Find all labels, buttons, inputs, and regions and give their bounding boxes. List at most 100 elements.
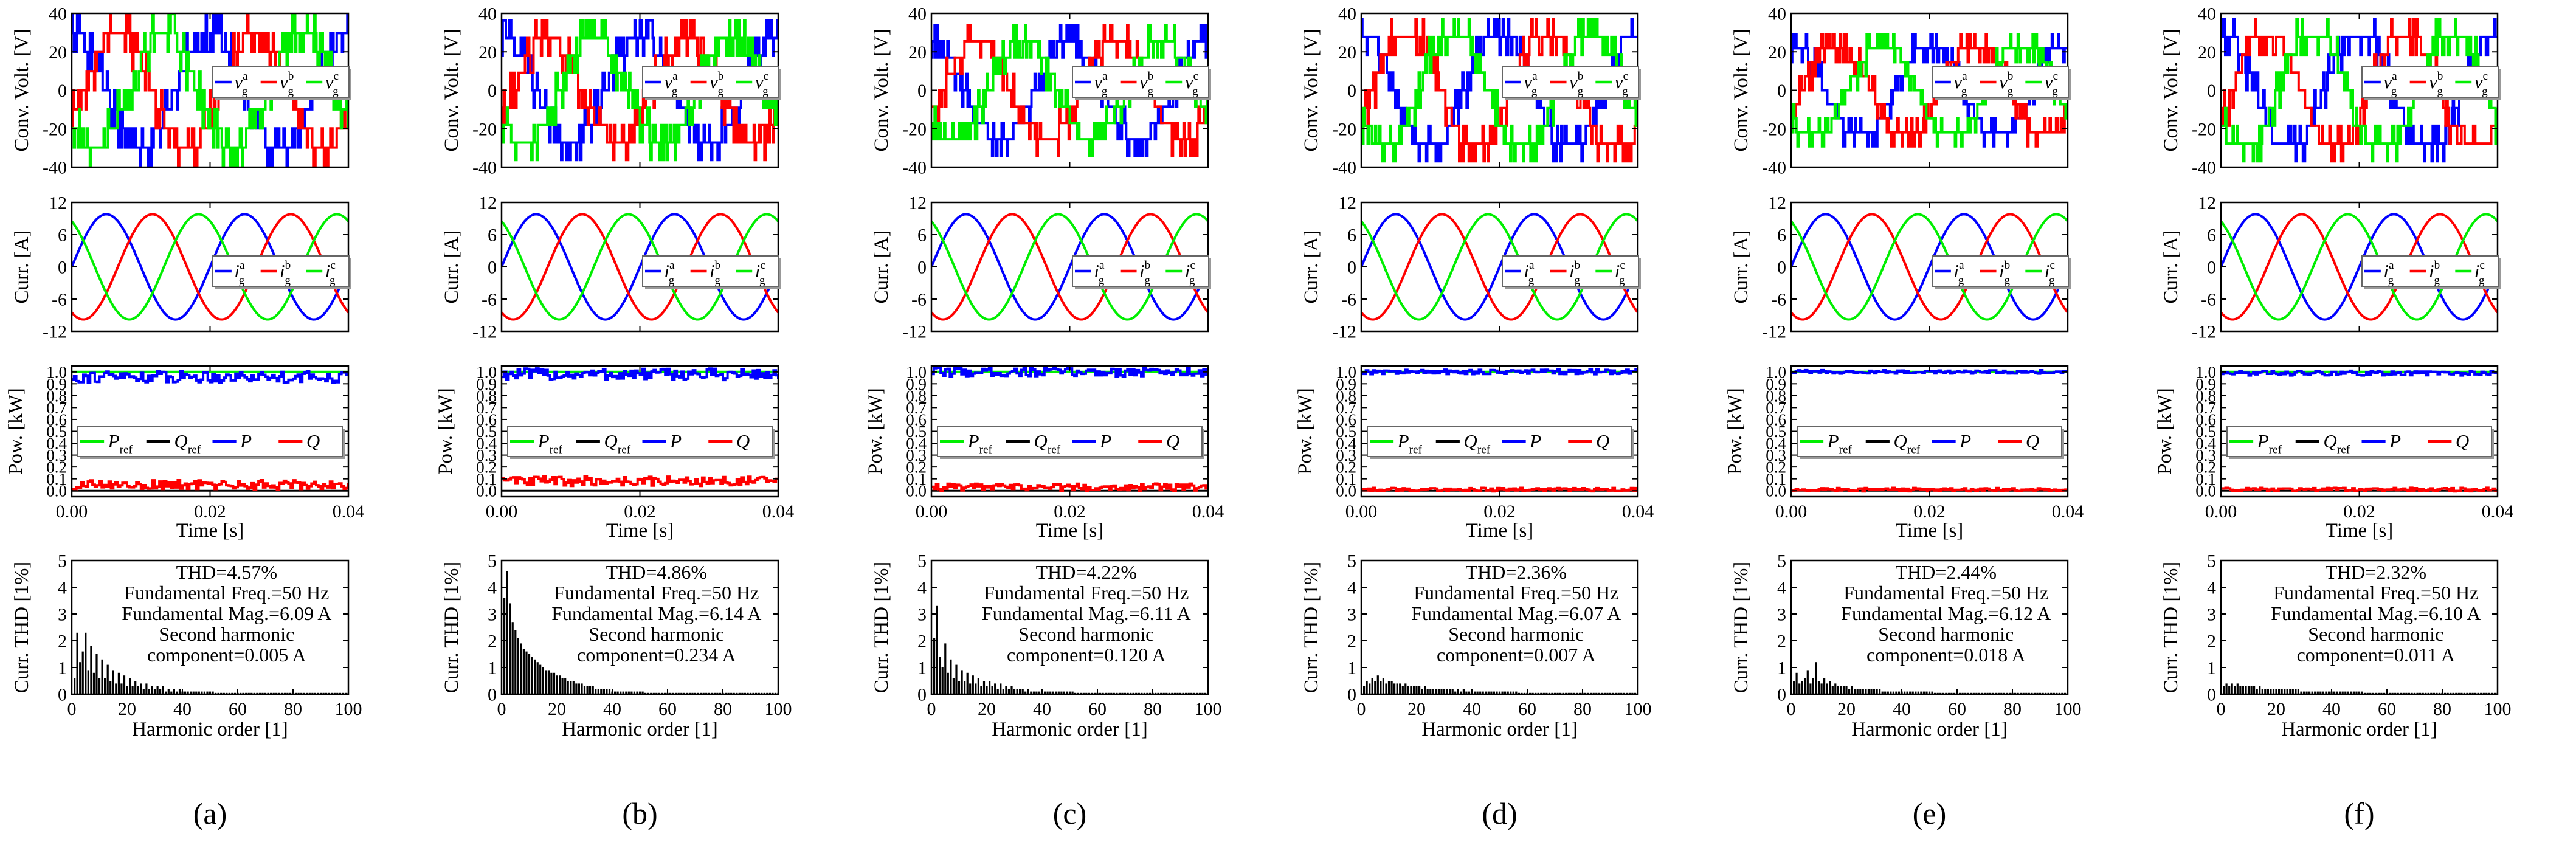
thd-bar <box>511 622 514 694</box>
y-tick-label: 0.1 <box>476 470 497 488</box>
curr-ylabel: Curr. [A] <box>1730 230 1752 304</box>
y-tick-label: 0.1 <box>1336 470 1356 488</box>
volt-legend: va g vb g vc g <box>1502 66 1641 100</box>
thd-bar <box>195 691 198 694</box>
thd-bar <box>1887 691 1889 694</box>
thd-bar <box>1881 691 1884 694</box>
y-tick-label: 20 <box>49 43 67 63</box>
y-tick-label: 2 <box>1777 632 1786 652</box>
x-tick-label: 80 <box>284 699 302 719</box>
thd-bar <box>1854 689 1856 694</box>
thd-bar <box>996 689 999 694</box>
thd-bar <box>1027 689 1029 694</box>
y-tick-label: 0.3 <box>1766 446 1786 464</box>
legend-label-iag: ia g <box>1524 259 1535 287</box>
thd-bar <box>1510 691 1512 694</box>
thd-bar <box>2297 689 2299 694</box>
i-a-line <box>1791 213 2068 321</box>
thd-bar <box>2256 689 2258 694</box>
y-tick-label: 12 <box>2198 193 2216 213</box>
thd-bar <box>2311 691 2313 694</box>
y-tick-label: 1.0 <box>1766 363 1786 381</box>
thd-bar <box>1407 686 1409 694</box>
x-tick-label: 40 <box>603 699 621 719</box>
panel-label: (c) <box>1053 796 1087 830</box>
fundamental-mag: Fundamental Mag.=6.10 A <box>2271 602 2481 624</box>
thd-bar <box>525 651 528 694</box>
y-tick-label: 0 <box>488 258 497 278</box>
thd-bar <box>1829 681 1831 694</box>
x-tick-label: 0.00 <box>56 502 88 522</box>
y-tick-label: 2 <box>58 632 67 652</box>
y-tick-label: 0 <box>2207 685 2216 705</box>
y-tick-label: 5 <box>488 551 497 571</box>
y-tick-label: 0.7 <box>2195 399 2216 417</box>
x-tick-label: 60 <box>2378 699 2396 719</box>
thd-bar <box>2247 686 2250 694</box>
thd-bar <box>958 681 961 694</box>
thd-bar <box>1019 689 1021 694</box>
thd-bar <box>597 689 599 694</box>
legend-label-Qref: Qref <box>1893 430 1920 456</box>
thd-bar <box>939 657 941 694</box>
thd-bar <box>1030 691 1032 694</box>
legend-label-iag: ia g <box>1953 259 1964 287</box>
curr-legend: ia g ib g ic g <box>1932 255 2071 289</box>
thd-bar <box>2286 689 2288 694</box>
thd-bar <box>2355 691 2358 694</box>
thd-bar <box>975 683 977 694</box>
thd-bar <box>1812 678 1814 694</box>
thd-bar <box>112 670 114 694</box>
x-tick-label: 0.02 <box>1054 502 1086 522</box>
thd-bar <box>606 689 608 694</box>
pow-legend: Pref Qref P Q <box>937 426 1204 459</box>
legend-label-iag: ia g <box>1094 259 1105 287</box>
thd-bar <box>1922 691 1925 694</box>
y-tick-label: 4 <box>917 578 927 598</box>
thd-axes-frame <box>1790 559 2069 695</box>
thd-bar <box>137 686 139 694</box>
x-tick-label: 80 <box>714 699 732 719</box>
volt-legend: va g vb g vc g <box>2361 66 2501 100</box>
x-tick-label: 20 <box>978 699 996 719</box>
x-tick-label: 0.00 <box>1775 502 1808 522</box>
thd-bar <box>1487 691 1490 694</box>
thd-bar <box>1925 691 1928 694</box>
y-tick-label: 12 <box>49 193 67 213</box>
thd-bar <box>1804 678 1806 694</box>
thd-bar <box>955 664 958 694</box>
thd-plot: 5 4 3 2 1 0 Curr. THD [1%] 0 20 40 60 80 100 Harmonic… <box>2160 551 2512 741</box>
thd-bar <box>1399 683 1401 694</box>
thd-ylabel: Curr. THD [1%] <box>11 562 33 694</box>
thd-bar <box>159 689 162 694</box>
x-tick-label: 80 <box>2433 699 2451 719</box>
legend-box <box>507 426 773 457</box>
thd-bar <box>1462 689 1465 694</box>
legend-label-vcg: vc g <box>2045 70 2058 98</box>
y-tick-label: -6 <box>1771 290 1786 310</box>
thd-xlabel: Harmonic order [1] <box>132 719 288 740</box>
thd-bar <box>1385 683 1387 694</box>
thd-bar <box>517 638 519 694</box>
thd-bar <box>1879 689 1881 694</box>
curr-ylabel: Curr. [A] <box>871 230 893 304</box>
legend-label-vag: va g <box>2383 70 2397 98</box>
thd-bar <box>148 689 150 694</box>
thd-bar <box>178 689 181 694</box>
x-tick-label: 0 <box>927 699 936 719</box>
curr-ylabel: Curr. [A] <box>441 230 463 304</box>
legend-label-P: P <box>2389 430 2401 452</box>
thd-bar <box>1840 686 1842 694</box>
thd-bar <box>173 689 175 694</box>
y-tick-label: 1.0 <box>1336 363 1356 381</box>
y-tick-label: 0.6 <box>2195 410 2216 429</box>
thd-bar <box>1498 691 1501 694</box>
thd-bar <box>2245 686 2247 694</box>
thd-bar <box>2361 691 2363 694</box>
y-tick-label: 6 <box>488 226 497 246</box>
y-tick-label: 1 <box>2207 658 2216 678</box>
thd-bar <box>1426 689 1429 694</box>
y-tick-label: 0.8 <box>46 387 67 405</box>
thd-value: THD=4.57% <box>176 561 277 583</box>
